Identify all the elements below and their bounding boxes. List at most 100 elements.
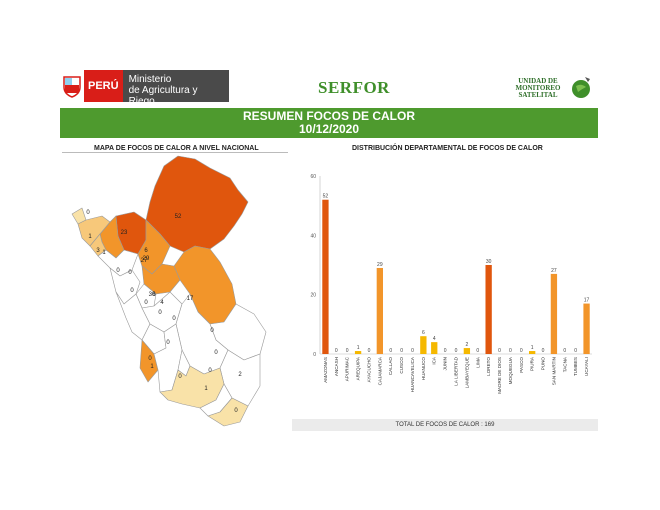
bar-value-label: 0 xyxy=(542,348,545,354)
banner-date: 10/12/2020 xyxy=(298,122,360,136)
bar-value-label: 0 xyxy=(444,348,447,354)
map-region-ica xyxy=(139,339,159,383)
bar xyxy=(322,199,329,354)
map-region-value: 0 xyxy=(214,350,218,356)
category-label: MADRE DE DIOS xyxy=(497,357,502,394)
map-region-value: 1 xyxy=(88,234,92,240)
map-region-value: 0 xyxy=(116,268,120,274)
map-title-divider xyxy=(62,152,288,153)
map-region-value: 0 xyxy=(128,270,132,276)
category-label: ICA xyxy=(432,356,437,365)
y-tick-label: 0 xyxy=(313,352,316,358)
bar xyxy=(583,303,590,354)
map-region-value: 2 xyxy=(238,372,242,378)
map-region-value: 30 xyxy=(149,292,156,298)
map-region-value: 1 xyxy=(102,250,106,256)
government-logo[interactable]: PERÚ Ministerio de Agricultura y Riego xyxy=(60,70,229,107)
satellite-globe-icon xyxy=(568,74,594,100)
serfor-logo[interactable]: SERFOR xyxy=(318,78,390,97)
category-label: LAMBAYEQUE xyxy=(464,357,469,388)
bar-value-label: 0 xyxy=(400,348,403,354)
unidad-line3: SATELITAL xyxy=(518,91,558,99)
y-tick-label: 20 xyxy=(310,293,316,299)
map-region-value: 1 xyxy=(204,386,208,392)
bar xyxy=(354,351,362,354)
category-label: CUSCO xyxy=(399,357,404,374)
category-label: APURIMAC xyxy=(345,356,350,381)
category-label: LORETO xyxy=(486,357,491,376)
category-label: ANCASH xyxy=(334,357,339,376)
bar-value-label: 0 xyxy=(346,348,349,354)
map-region-value: 1 xyxy=(150,364,154,370)
bar-value-label: 2 xyxy=(465,342,468,348)
map-region-value: 0 xyxy=(172,316,176,322)
bar xyxy=(550,273,558,354)
bar-value-label: 0 xyxy=(509,348,512,354)
bar xyxy=(376,267,383,354)
map-region-value: 3 xyxy=(96,248,100,254)
category-label: PUNO xyxy=(541,357,546,371)
map-title: MAPA DE FOCOS DE CALOR A NIVEL NACIONAL xyxy=(94,145,259,152)
bar-value-label: 0 xyxy=(498,348,501,354)
bar-value-label: 30 xyxy=(486,259,492,265)
category-label: JUNIN xyxy=(443,357,448,371)
map-region-lambayeque xyxy=(89,233,107,257)
bar-value-label: 1 xyxy=(357,345,360,351)
banner-title: RESUMEN FOCOS DE CALOR xyxy=(242,109,415,123)
ministerio-label: Ministerio de Agricultura y Riego xyxy=(122,70,229,107)
header: PERÚ Ministerio de Agricultura y Riego S… xyxy=(60,68,598,107)
bar xyxy=(463,348,471,354)
map-region-value: 6 xyxy=(144,248,148,254)
bar-value-label: 0 xyxy=(520,348,523,354)
bar xyxy=(485,265,492,354)
total-hotspots-label: TOTAL DE FOCOS DE CALOR : 169 xyxy=(292,419,598,431)
bar-value-label: 52 xyxy=(323,194,329,200)
bar-value-label: 0 xyxy=(335,348,338,354)
map-region-value: 4 xyxy=(160,300,164,306)
map-region-value: 0 xyxy=(234,408,238,414)
bar xyxy=(529,351,536,354)
map-region-value: 17 xyxy=(187,296,194,302)
map-region-value: 29 xyxy=(143,256,150,262)
bar-value-label: 17 xyxy=(584,298,590,304)
category-label: AYACUCHO xyxy=(366,357,371,383)
bar-value-label: 0 xyxy=(368,348,371,354)
category-label: TUMBES xyxy=(573,357,578,376)
map-region-value: 0 xyxy=(144,300,148,306)
map-region-value: 23 xyxy=(121,230,128,236)
unidad-line1: UNIDAD DE xyxy=(518,77,558,85)
category-label: HUANCAVELICA xyxy=(410,356,415,392)
map-region-value: 0 xyxy=(158,310,162,316)
bar-value-label: 29 xyxy=(377,262,383,268)
map-region-value: 6 xyxy=(152,292,156,298)
map-region-value: 0 xyxy=(86,210,90,216)
bar-value-label: 0 xyxy=(476,348,479,354)
map-region-value: 0 xyxy=(130,288,134,294)
map-region-value: 27 xyxy=(141,258,148,264)
map-region-value: 0 xyxy=(208,368,212,374)
category-label: AMAZONAS xyxy=(323,357,328,383)
map-region-value: 0 xyxy=(210,328,214,334)
category-label: MOQUEGUA xyxy=(508,356,513,384)
bar xyxy=(431,342,438,354)
bar-value-label: 0 xyxy=(411,348,414,354)
ministerio-line1: Ministerio xyxy=(128,74,172,85)
bar-value-label: 4 xyxy=(433,336,436,342)
bar-value-label: 0 xyxy=(563,348,566,354)
unidad-monitoreo-logo-text: UNIDAD DE MONITOREO SATELITAL xyxy=(508,78,568,99)
map-region-piura xyxy=(77,215,111,247)
category-label: CALLAO xyxy=(388,357,393,376)
category-label: UCAYALI xyxy=(584,357,589,376)
category-label: LIMA xyxy=(475,356,480,368)
ministerio-line2: de Agricultura y Riego xyxy=(128,85,198,107)
y-tick-label: 60 xyxy=(310,174,316,180)
map-region-value: 52 xyxy=(175,214,182,220)
category-label: HUANUCO xyxy=(421,357,426,381)
coat-of-arms-icon xyxy=(60,70,84,102)
title-banner: RESUMEN FOCOS DE CALOR 10/12/2020 xyxy=(60,108,598,138)
peru-heat-map: 0 1 3 23 52 6 29 0 27 30 6 0 4 17 1 0 0 0 0 0 0 0 0 0 0 1 1 2 0 xyxy=(60,154,290,434)
category-label: AREQUIPA xyxy=(356,356,361,380)
peru-label: PERÚ xyxy=(84,70,123,102)
bar-value-label: 6 xyxy=(422,330,425,336)
map-region-arequipa xyxy=(159,365,225,409)
